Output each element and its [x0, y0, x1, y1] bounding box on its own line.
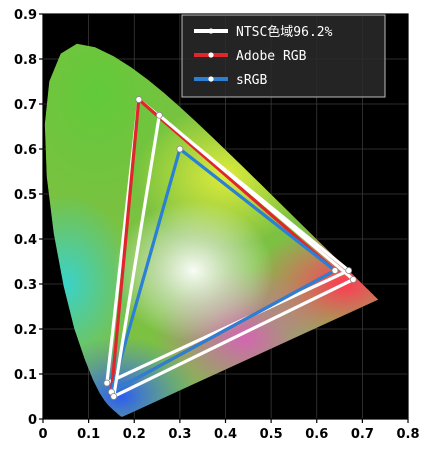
legend-marker — [208, 52, 214, 58]
y-tick-label: 0.5 — [14, 188, 37, 203]
gamut-vertex-0 — [345, 267, 353, 274]
legend: NTSC色域96.2% Adobe RGB sRGB — [181, 14, 386, 98]
gamut-triangles — [103, 96, 357, 400]
gamut-vertex-0 — [103, 379, 111, 387]
y-axis-ticks: 0 0.1 0.2 0.3 0.4 0.5 0.6 0.7 0.8 0.9 — [14, 8, 43, 428]
gamut-vertex-2 — [176, 145, 184, 153]
y-tick-label: 0 — [28, 413, 37, 428]
y-tick-label: 0.7 — [14, 98, 37, 113]
y-tick-label: 0.1 — [14, 368, 37, 383]
y-tick-label: 0.3 — [14, 278, 37, 293]
x-tick-label: 0.8 — [396, 427, 419, 442]
gamut-vertex-2 — [331, 267, 339, 274]
gamut-vertex-3 — [110, 393, 118, 400]
gamut-triangle-2 — [108, 146, 338, 396]
y-tick-label: 0.4 — [14, 233, 37, 248]
x-tick-label: 0.2 — [123, 427, 146, 442]
y-tick-label: 0.8 — [14, 53, 37, 68]
gamut-vertex-3 — [155, 111, 163, 119]
legend-marker — [208, 76, 214, 82]
x-tick-label: 0.7 — [351, 427, 374, 442]
x-axis-ticks: 0 0.1 0.2 0.3 0.4 0.5 0.6 0.7 0.8 — [38, 419, 420, 442]
legend-marker — [208, 28, 214, 34]
gamut-vertex-3 — [349, 276, 357, 283]
gamut-triangle-3 — [111, 112, 357, 400]
x-tick-label: 0.1 — [77, 427, 100, 442]
y-tick-label: 0.6 — [14, 143, 37, 158]
y-tick-label: 0.2 — [14, 323, 37, 338]
gamut-vertex-1 — [135, 96, 143, 103]
y-tick-label: 0.9 — [14, 8, 37, 23]
x-tick-label: 0 — [38, 427, 47, 442]
x-tick-label: 0.4 — [214, 427, 237, 442]
x-tick-label: 0.5 — [260, 427, 283, 442]
legend-label: sRGB — [236, 73, 267, 88]
x-tick-label: 0.3 — [168, 427, 191, 442]
legend-label: NTSC色域96.2% — [236, 24, 333, 40]
legend-label: Adobe RGB — [236, 49, 307, 64]
x-tick-label: 0.6 — [305, 427, 328, 442]
